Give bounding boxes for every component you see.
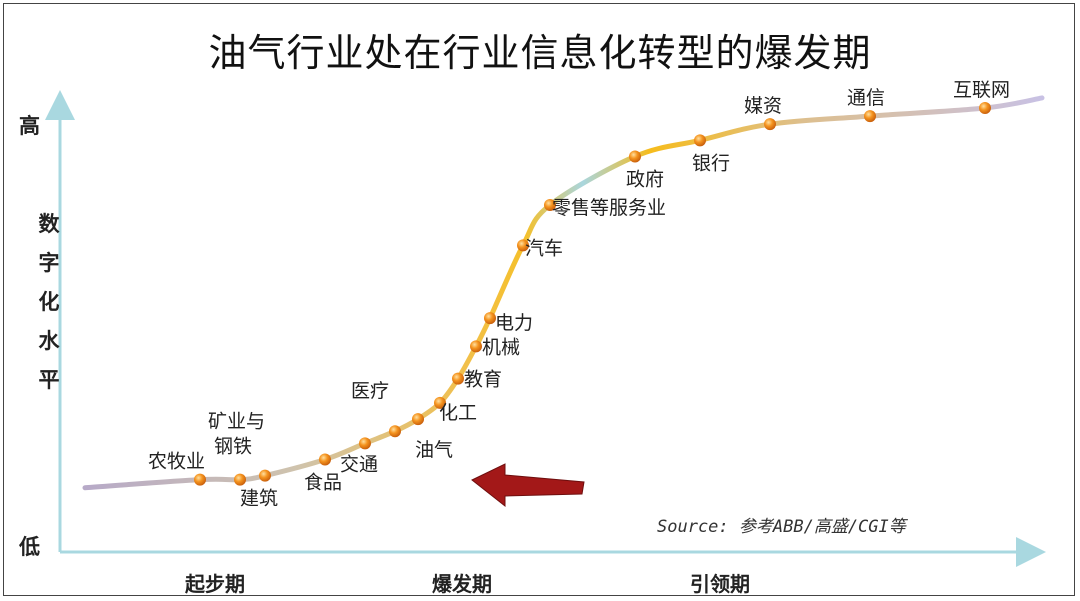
point-marker-15: [764, 118, 776, 131]
point-label-14: 银行: [692, 152, 730, 174]
source-note: Source: 参考ABB/高盛/CGI等: [657, 517, 906, 537]
point-marker-12: [544, 198, 556, 211]
point-label-6: 医疗: [351, 380, 389, 402]
point-label-0: 农牧业: [148, 451, 205, 473]
point-marker-10: [484, 312, 496, 325]
point-label-1: 矿业与钢铁: [208, 411, 265, 458]
chart-frame: [3, 3, 1075, 596]
y-tick-low: 低: [19, 535, 40, 559]
phase-label-start: 起步期: [185, 572, 245, 596]
point-marker-13: [629, 150, 641, 163]
point-label-11: 汽车: [525, 237, 563, 259]
chart-title: 油气行业处在行业信息化转型的爆发期: [208, 31, 872, 75]
point-label-7: 化工: [439, 402, 477, 424]
point-marker-3: [319, 453, 331, 466]
point-label-3: 食品: [304, 471, 342, 493]
point-label-17: 互联网: [953, 79, 1010, 101]
point-label-13: 政府: [626, 168, 664, 190]
point-marker-7: [434, 396, 446, 409]
point-label-10: 电力: [495, 312, 533, 334]
point-marker-16: [864, 110, 876, 123]
highlight-arrow: [471, 463, 585, 508]
point-label-2: 建筑: [240, 488, 278, 510]
y-axis-label: 数字化水平: [38, 212, 60, 392]
point-label-16: 通信: [847, 87, 885, 109]
phase-label-lead: 引领期: [690, 572, 750, 596]
point-marker-17: [979, 102, 991, 114]
point-marker-1: [234, 473, 246, 486]
point-marker-6: [412, 413, 424, 426]
point-marker-8: [452, 372, 464, 385]
point-marker-11: [517, 239, 529, 252]
point-marker-0: [194, 473, 206, 486]
point-marker-2: [259, 469, 271, 482]
point-label-4: 交通: [340, 453, 378, 475]
point-label-12: 零售等服务业: [552, 197, 666, 219]
phase-label-burst: 爆发期: [432, 572, 492, 596]
point-marker-5: [389, 425, 401, 438]
point-label-15: 媒资: [744, 95, 782, 117]
point-marker-9: [470, 340, 482, 353]
point-label-9: 机械: [482, 336, 520, 358]
point-label-5: 油气: [415, 439, 453, 461]
point-label-8: 教育: [464, 369, 502, 391]
y-tick-high: 高: [19, 114, 40, 138]
point-marker-14: [694, 134, 706, 147]
point-marker-4: [359, 437, 371, 450]
